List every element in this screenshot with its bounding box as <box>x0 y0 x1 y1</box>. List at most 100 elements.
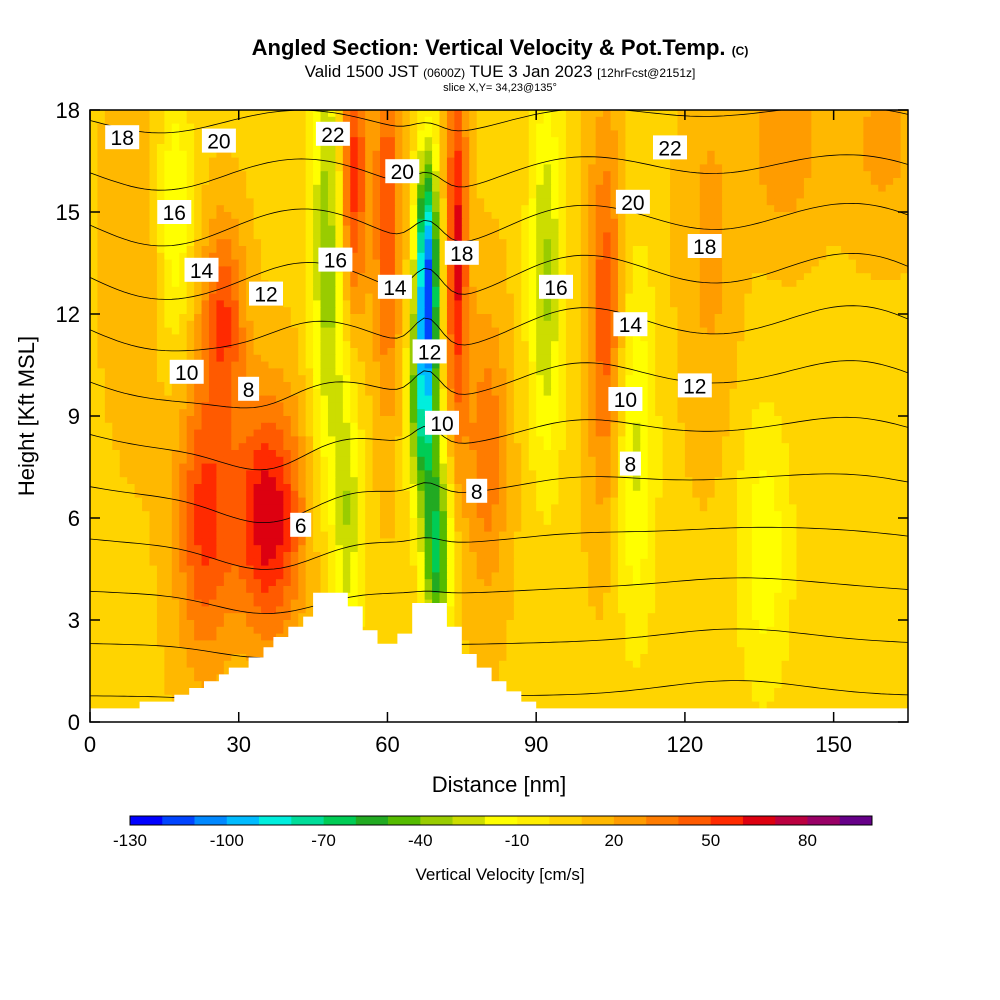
velocity-cell <box>855 198 864 206</box>
velocity-cell <box>751 178 760 186</box>
velocity-cell <box>283 218 292 227</box>
velocity-cell <box>855 327 864 335</box>
velocity-cell <box>513 246 522 254</box>
velocity-cell <box>818 320 827 329</box>
velocity-cell <box>134 266 143 274</box>
velocity-cell <box>112 388 121 397</box>
velocity-cell <box>714 320 723 329</box>
velocity-cell <box>826 382 835 390</box>
velocity-cell <box>803 178 812 186</box>
velocity-cell <box>350 157 359 165</box>
velocity-cell <box>97 293 106 301</box>
velocity-cell <box>759 314 768 322</box>
velocity-cell <box>521 225 530 233</box>
velocity-cell <box>372 232 381 240</box>
velocity-cell <box>298 341 307 349</box>
velocity-cell <box>432 246 441 254</box>
velocity-cell <box>565 150 574 159</box>
velocity-cell <box>565 137 574 145</box>
velocity-cell <box>365 334 374 342</box>
velocity-cell <box>558 191 567 199</box>
velocity-cell <box>90 178 99 186</box>
velocity-cell <box>454 361 463 369</box>
velocity-cell <box>350 110 359 118</box>
velocity-cell <box>803 388 812 397</box>
velocity-cell <box>789 191 798 199</box>
velocity-cell <box>164 300 173 308</box>
velocity-cell <box>127 212 136 220</box>
velocity-cell <box>261 171 270 179</box>
velocity-cell <box>647 246 656 254</box>
velocity-cell <box>595 327 604 335</box>
velocity-cell <box>97 416 106 424</box>
velocity-cell <box>491 375 500 383</box>
velocity-cell <box>885 144 894 152</box>
velocity-cell <box>357 137 366 145</box>
velocity-cell <box>528 388 537 397</box>
velocity-cell <box>603 150 612 159</box>
velocity-cell <box>305 184 314 193</box>
velocity-cell <box>707 314 716 322</box>
velocity-cell <box>194 157 203 165</box>
velocity-cell <box>238 286 247 295</box>
velocity-cell <box>617 293 627 301</box>
velocity-cell <box>127 402 136 410</box>
velocity-cell <box>484 375 493 383</box>
velocity-cell <box>521 171 530 179</box>
velocity-cell <box>796 395 805 403</box>
velocity-cell <box>179 137 188 145</box>
velocity-cell <box>432 300 441 308</box>
velocity-cell <box>900 382 908 390</box>
velocity-cell <box>729 218 738 227</box>
velocity-cell <box>268 184 277 193</box>
velocity-cell <box>223 184 232 193</box>
velocity-cell <box>885 334 894 342</box>
velocity-cell <box>610 382 619 390</box>
velocity-cell <box>655 341 664 349</box>
velocity-cell <box>811 300 820 308</box>
velocity-cell <box>670 341 679 349</box>
velocity-cell <box>759 252 768 261</box>
velocity-cell <box>149 259 158 267</box>
velocity-cell <box>558 327 567 335</box>
velocity-cell <box>484 123 493 131</box>
velocity-cell <box>662 184 671 193</box>
velocity-cell <box>469 348 478 356</box>
velocity-cell <box>201 191 210 199</box>
velocity-cell <box>707 327 716 335</box>
velocity-cell <box>841 361 850 369</box>
velocity-cell <box>409 286 418 295</box>
velocity-cell <box>261 212 270 220</box>
velocity-cell <box>595 395 604 403</box>
velocity-cell <box>885 368 894 376</box>
velocity-cell <box>662 232 671 240</box>
velocity-cell <box>461 314 470 322</box>
velocity-cell <box>90 110 99 118</box>
velocity-cell <box>208 110 218 118</box>
velocity-cell <box>766 388 775 397</box>
velocity-cell <box>662 341 671 349</box>
velocity-cell <box>238 409 247 417</box>
velocity-cell <box>781 116 790 125</box>
velocity-cell <box>841 341 850 349</box>
velocity-cell <box>424 368 433 376</box>
velocity-cell <box>491 198 500 206</box>
velocity-cell <box>365 239 374 247</box>
velocity-cell <box>238 110 247 118</box>
velocity-cell <box>246 320 255 329</box>
velocity-cell <box>342 164 351 172</box>
velocity-cell <box>313 239 322 247</box>
velocity-cell <box>469 300 478 308</box>
velocity-cell <box>580 348 589 356</box>
velocity-cell <box>484 164 493 172</box>
velocity-cell <box>476 266 485 274</box>
velocity-cell <box>543 130 552 138</box>
velocity-cell <box>833 239 842 247</box>
velocity-cell <box>194 184 203 193</box>
velocity-cell <box>781 150 790 159</box>
velocity-cell <box>327 280 336 288</box>
velocity-cell <box>863 123 872 131</box>
velocity-cell <box>127 164 136 172</box>
velocity-cell <box>870 184 879 193</box>
velocity-cell <box>603 144 612 152</box>
